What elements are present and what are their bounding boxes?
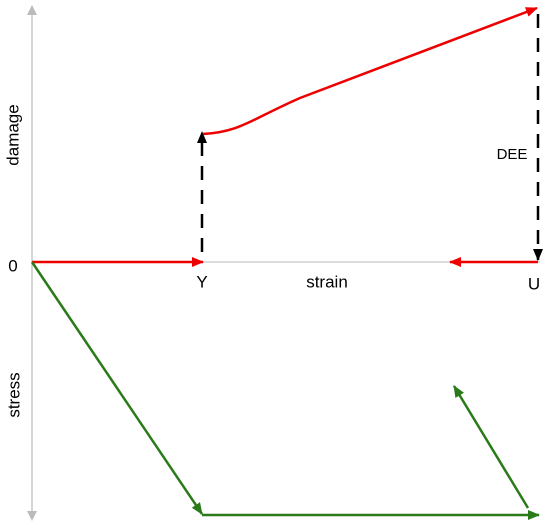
ultimate-label: U — [528, 274, 540, 293]
stress-label: stress — [4, 372, 23, 417]
green-loading — [30, 261, 204, 515]
damage-label: damage — [3, 104, 22, 165]
green-unloading — [452, 385, 530, 509]
strain-label: strain — [306, 272, 348, 291]
origin-label: 0 — [8, 256, 17, 275]
dee-label: DEE — [497, 146, 528, 163]
yield-label: Y — [196, 272, 207, 291]
damage-curve — [202, 6, 538, 136]
